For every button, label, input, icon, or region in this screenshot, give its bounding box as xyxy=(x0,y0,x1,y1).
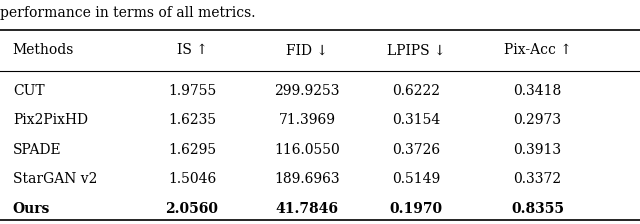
Text: Pix2PixHD: Pix2PixHD xyxy=(13,113,88,127)
Text: 0.8355: 0.8355 xyxy=(511,202,564,216)
Text: 1.5046: 1.5046 xyxy=(168,172,216,186)
Text: 0.3372: 0.3372 xyxy=(513,172,562,186)
Text: 0.6222: 0.6222 xyxy=(392,84,440,98)
Text: 1.9755: 1.9755 xyxy=(168,84,216,98)
Text: Methods: Methods xyxy=(13,43,74,57)
Text: 0.3726: 0.3726 xyxy=(392,143,440,157)
Text: 189.6963: 189.6963 xyxy=(275,172,340,186)
Text: StarGAN v2: StarGAN v2 xyxy=(13,172,97,186)
Text: LPIPS ↓: LPIPS ↓ xyxy=(387,43,445,57)
Text: SPADE: SPADE xyxy=(13,143,61,157)
Text: 71.3969: 71.3969 xyxy=(278,113,336,127)
Text: 1.6235: 1.6235 xyxy=(168,113,216,127)
Text: 0.2973: 0.2973 xyxy=(513,113,562,127)
Text: 0.3154: 0.3154 xyxy=(392,113,440,127)
Text: Ours: Ours xyxy=(13,202,50,216)
Text: CUT: CUT xyxy=(13,84,44,98)
Text: 0.3913: 0.3913 xyxy=(513,143,562,157)
Text: 1.6295: 1.6295 xyxy=(168,143,216,157)
Text: performance in terms of all metrics.: performance in terms of all metrics. xyxy=(0,6,255,20)
Text: 299.9253: 299.9253 xyxy=(275,84,340,98)
Text: 2.0560: 2.0560 xyxy=(166,202,218,216)
Text: 0.1970: 0.1970 xyxy=(389,202,443,216)
Text: 0.3418: 0.3418 xyxy=(513,84,562,98)
Text: Pix-Acc ↑: Pix-Acc ↑ xyxy=(504,43,572,57)
Text: 116.0550: 116.0550 xyxy=(275,143,340,157)
Text: 41.7846: 41.7846 xyxy=(276,202,339,216)
Text: IS ↑: IS ↑ xyxy=(177,43,207,57)
Text: 0.5149: 0.5149 xyxy=(392,172,440,186)
Text: FID ↓: FID ↓ xyxy=(286,43,328,57)
